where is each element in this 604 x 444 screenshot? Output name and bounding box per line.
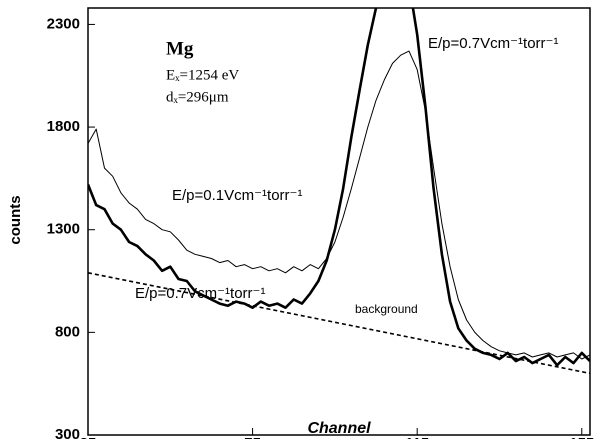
y-axis-label: counts [7,195,24,244]
y-tick-label: 300 [55,426,80,439]
series-label: background [355,302,418,316]
x-tick-label: 115 [405,435,429,439]
x-tick-label: 75 [244,435,261,439]
y-tick-label: 2300 [47,15,80,32]
annotation: Eₓ=1254 eV [166,67,239,83]
plot-frame [87,7,591,436]
y-tick-label: 800 [55,323,80,340]
x-tick-label: 155 [569,435,594,439]
x-tick-label: 35 [80,435,97,439]
y-tick-label: 1300 [47,221,80,238]
series-label: E/p=0.1Vcm⁻¹torr⁻¹ [172,187,302,204]
y-tick-label: 1800 [47,118,80,135]
annotation: Mg [166,38,194,59]
data-line [88,272,590,375]
annotation: dₓ=296μm [166,89,229,105]
data-line [88,8,590,367]
x-axis-label: Channel [307,420,371,437]
series-label: E/p=0.7Vcm⁻¹torr⁻¹ [428,35,558,52]
